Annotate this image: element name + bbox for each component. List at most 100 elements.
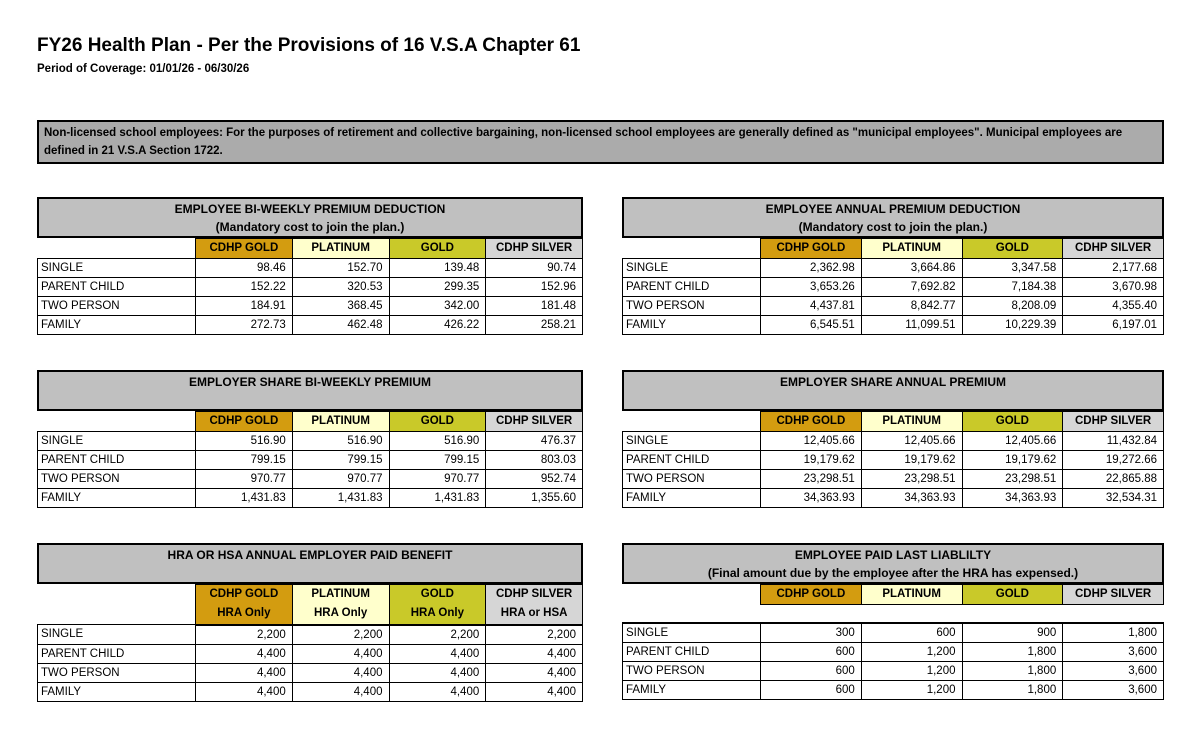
value-cell: 2,362.98	[760, 258, 862, 278]
value-cell: 1,800	[961, 641, 1064, 662]
notice-banner: Non-licensed school employees: For the p…	[37, 120, 1164, 164]
table-grid: CDHP GOLD PLATINUM GOLD CDHP SILVER SINGLE 9…	[37, 238, 583, 335]
header-spacer-cell	[37, 238, 196, 259]
value-cell: 4,437.81	[760, 296, 862, 316]
column-header-cdhp-silver: CDHP SILVER	[485, 411, 583, 432]
value-cell: 32,534.31	[1062, 488, 1164, 508]
value-cell: 4,400	[388, 681, 487, 702]
value-cell: 34,363.93	[760, 488, 862, 508]
gap-cell	[962, 604, 1063, 623]
column-header-cdhp-silver: CDHP SILVER	[1062, 411, 1164, 432]
table-row-family: FAMILY 600 1,200 1,800 3,600	[622, 679, 1164, 700]
value-cell: 799.15	[388, 450, 487, 470]
plan-name-label: PLATINUM	[311, 588, 370, 601]
value-cell: 1,431.83	[388, 488, 487, 508]
row-label: TWO PERSON	[37, 296, 196, 316]
value-cell: 600	[760, 660, 862, 681]
value-cell: 19,179.62	[961, 450, 1064, 470]
table-title: EMPLOYEE ANNUAL PREMIUM DEDUCTION	[765, 202, 1021, 216]
value-cell: 2,200	[195, 624, 293, 645]
table-row-single: SINGLE 2,362.98 3,664.86 3,347.58 2,177.68	[622, 258, 1164, 278]
value-cell: 2,200	[388, 624, 487, 645]
table-row-parent-child: PARENT CHILD 19,179.62 19,179.62 19,179.62 1…	[622, 450, 1164, 470]
plan-name-label: CDHP GOLD	[776, 588, 846, 600]
value-cell: 8,208.09	[961, 296, 1064, 316]
value-cell: 12,405.66	[760, 431, 862, 451]
row-label: PARENT CHILD	[37, 450, 196, 470]
tables-grid: EMPLOYEE BI-WEEKLY PREMIUM DEDUCTION (Ma…	[37, 197, 1193, 702]
column-header-gold: GOLD	[961, 584, 1064, 605]
row-label: PARENT CHILD	[37, 277, 196, 297]
row-label: FAMILY	[37, 681, 196, 702]
table-row-family: FAMILY 4,400 4,400 4,400 4,400	[37, 681, 583, 702]
column-header-platinum: PLATINUM	[291, 411, 390, 432]
value-cell: 3,347.58	[961, 258, 1064, 278]
table-row-two-person: TWO PERSON 600 1,200 1,800 3,600	[622, 660, 1164, 681]
table-title: EMPLOYER SHARE ANNUAL PREMIUM	[779, 375, 1006, 389]
plan-name-label: GOLD	[420, 415, 454, 427]
plan-name-label: CDHP GOLD	[209, 415, 279, 427]
row-label: TWO PERSON	[622, 469, 761, 489]
table-title-block: EMPLOYEE PAID LAST LIABLILTY (Final amou…	[622, 543, 1164, 584]
value-cell: 4,400	[195, 643, 293, 664]
column-header-cdhp-gold: CDHP GOLD	[760, 238, 862, 259]
value-cell: 299.35	[388, 277, 487, 297]
column-header-gold: GOLD	[388, 238, 487, 259]
value-cell: 258.21	[485, 315, 583, 335]
value-cell: 181.48	[485, 296, 583, 316]
value-cell: 516.90	[388, 431, 487, 451]
value-cell: 152.96	[485, 277, 583, 297]
table-header: CDHP GOLD PLATINUM GOLD CDHP SILVER	[622, 584, 1164, 605]
value-cell: 320.53	[291, 277, 390, 297]
value-cell: 516.90	[291, 431, 390, 451]
table-header: CDHP GOLD PLATINUM GOLD CDHP SILVER	[622, 238, 1164, 259]
plan-name-label: CDHP SILVER	[1074, 415, 1152, 427]
value-cell: 1,800	[961, 660, 1064, 681]
column-header-cdhp-gold: CDHP GOLD	[195, 238, 293, 259]
table-subtitle: (Mandatory cost to join the plan.)	[215, 220, 405, 234]
table-grid: CDHP GOLD PLATINUM GOLD CDHP SILVER SINGLE 5…	[37, 411, 583, 508]
column-header-gold: GOLD	[961, 411, 1064, 432]
table-row-parent-child: PARENT CHILD 600 1,200 1,800 3,600	[622, 641, 1164, 662]
row-label: SINGLE	[37, 624, 196, 645]
table-row-single: SINGLE 98.46 152.70 139.48 90.74	[37, 258, 583, 278]
value-cell: 1,200	[860, 660, 963, 681]
table-subtitle: (Final amount due by the employee after …	[707, 566, 1079, 580]
value-cell: 1,800	[961, 679, 1064, 700]
column-header-cdhp-silver: CDHP SILVER	[1062, 584, 1164, 605]
table-body: SINGLE 98.46 152.70 139.48 90.74 PARENT CHILD…	[37, 258, 583, 335]
plan-name-label: GOLD	[420, 242, 454, 254]
gap-cell	[622, 604, 761, 623]
column-header-cdhp-gold: CDHP GOLD	[760, 411, 862, 432]
plan-name-label: CDHP SILVER	[495, 242, 573, 254]
value-cell: 4,400	[485, 662, 583, 683]
column-header-platinum: PLATINUM	[860, 584, 963, 605]
value-cell: 4,400	[195, 681, 293, 702]
table-subtitle: (Mandatory cost to join the plan.)	[798, 220, 988, 234]
table-employee-paid-last-liability: EMPLOYEE PAID LAST LIABLILTY (Final amou…	[622, 543, 1164, 700]
value-cell: 152.22	[195, 277, 293, 297]
value-cell: 184.91	[195, 296, 293, 316]
table-row-two-person: TWO PERSON 184.91 368.45 342.00 181.48	[37, 296, 583, 316]
row-label: SINGLE	[622, 258, 761, 278]
value-cell: 900	[961, 621, 1064, 643]
column-header-platinum: PLATINUM	[860, 238, 963, 259]
row-label: SINGLE	[622, 431, 761, 451]
table-row-two-person: TWO PERSON 4,437.81 8,842.77 8,208.09 4,355.…	[622, 296, 1164, 316]
row-label: FAMILY	[622, 679, 761, 700]
plan-name-label: PLATINUM	[311, 415, 370, 427]
table-title-block: EMPLOYEE BI-WEEKLY PREMIUM DEDUCTION (Ma…	[37, 197, 583, 238]
table-row-two-person: TWO PERSON 970.77 970.77 970.77 952.74	[37, 469, 583, 489]
column-header-row: CDHP GOLD PLATINUM GOLD CDHP SILVER	[622, 584, 1164, 605]
table-employer-share-annual-premium: EMPLOYER SHARE ANNUAL PREMIUM CDHP GOLD P…	[622, 370, 1164, 508]
plan-name-label: CDHP SILVER	[495, 415, 573, 427]
column-header-row: CDHP GOLD PLATINUM GOLD CDHP SILVER	[37, 411, 583, 432]
plan-name-label: GOLD	[995, 242, 1029, 254]
row-label: SINGLE	[622, 621, 761, 643]
value-cell: 4,400	[291, 681, 390, 702]
value-cell: 600	[760, 679, 862, 700]
plan-name-label: PLATINUM	[882, 415, 941, 427]
value-cell: 10,229.39	[961, 315, 1064, 335]
table-row-single: SINGLE 516.90 516.90 516.90 476.37	[37, 431, 583, 451]
value-cell: 19,179.62	[760, 450, 862, 470]
